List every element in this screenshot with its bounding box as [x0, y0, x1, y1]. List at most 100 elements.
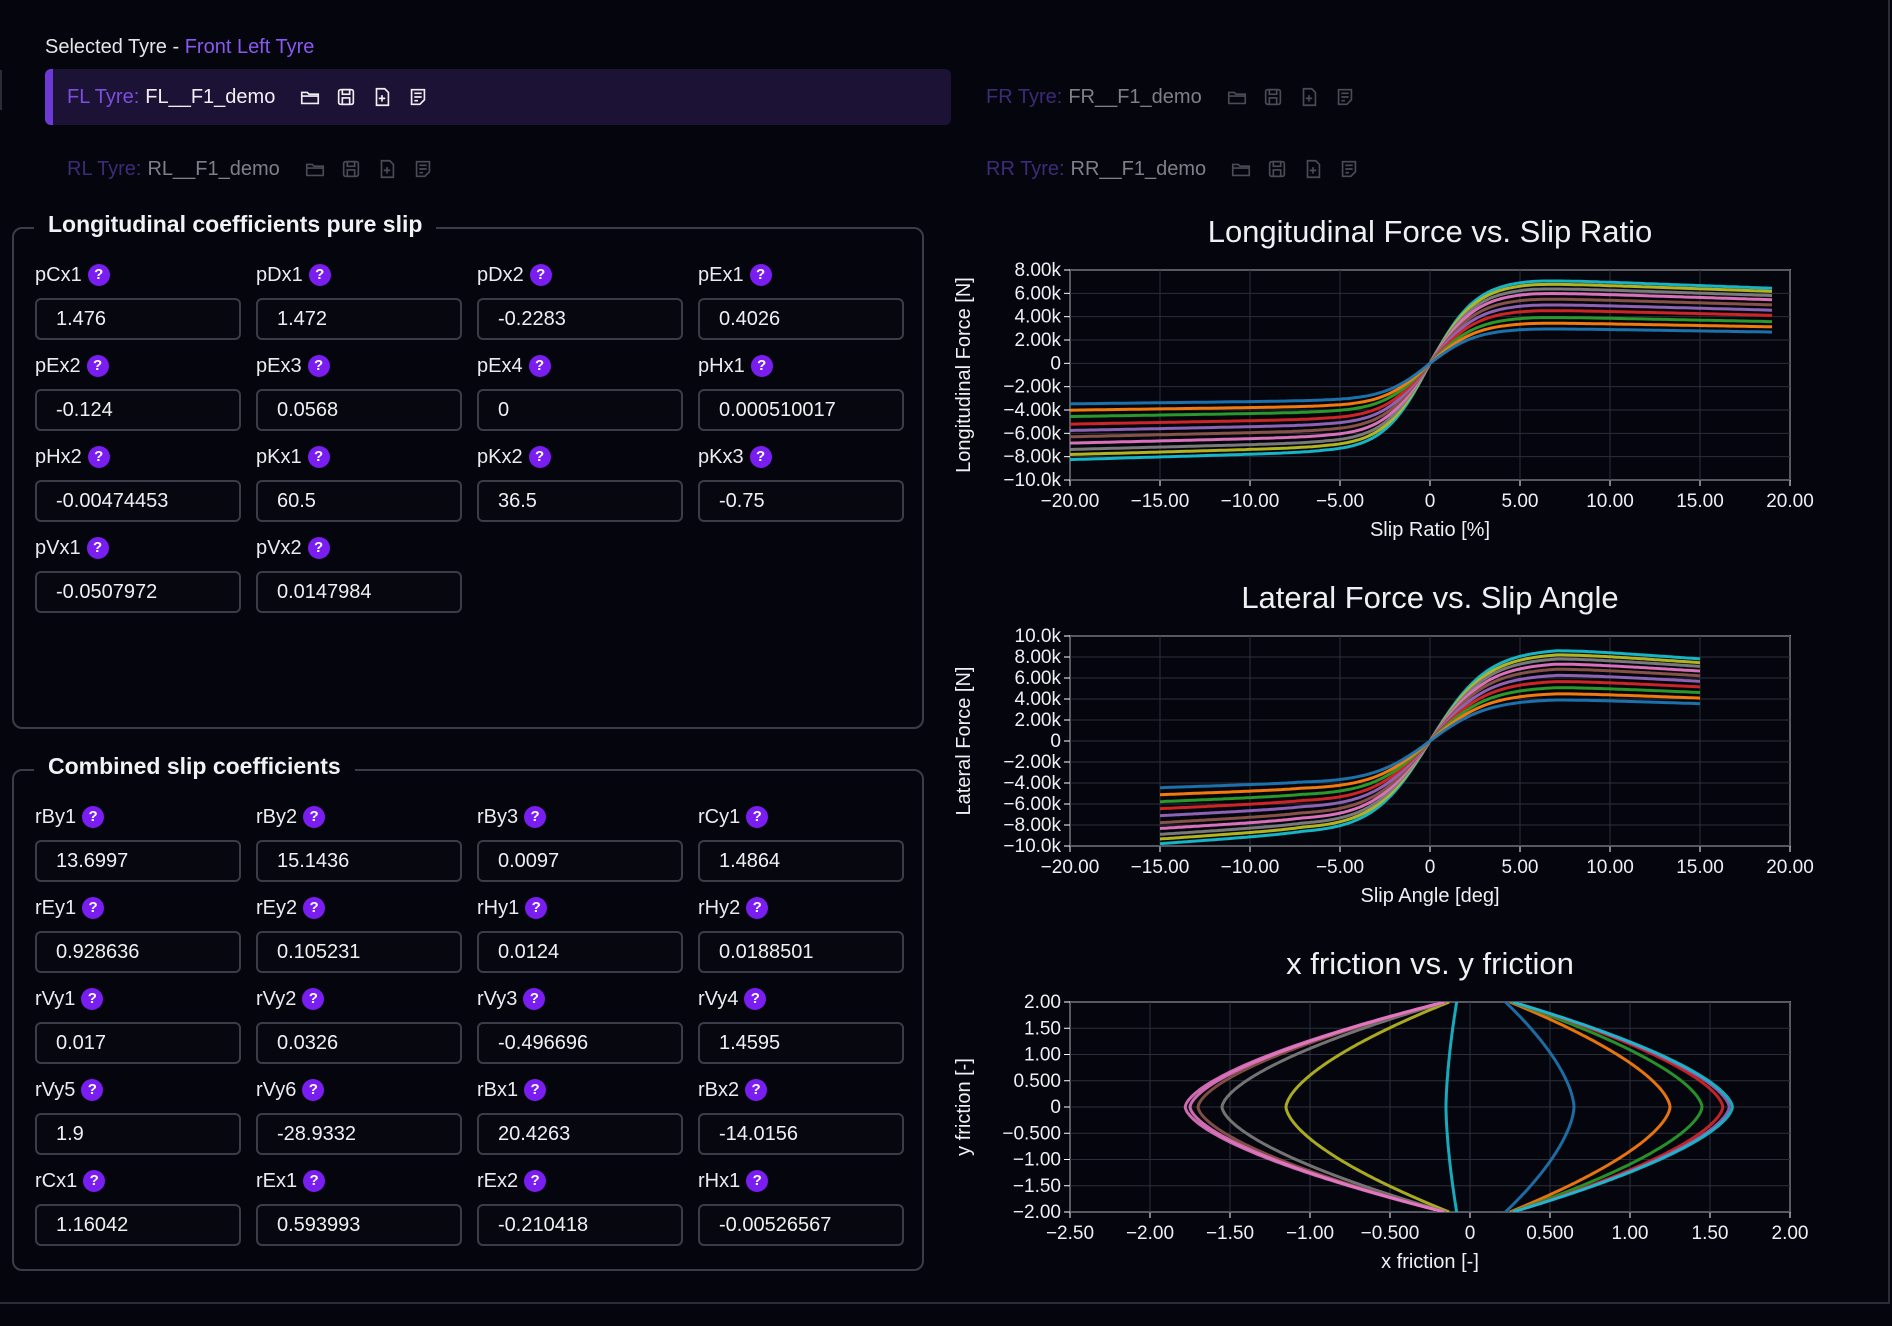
help-icon[interactable]: ?	[302, 988, 325, 1010]
coefficient-input[interactable]: 0.0097	[477, 840, 683, 882]
coefficient-input[interactable]: 0.0188501	[698, 931, 904, 973]
help-icon[interactable]: ?	[86, 355, 109, 377]
help-icon[interactable]: ?	[749, 446, 772, 468]
help-icon[interactable]: ?	[524, 1170, 547, 1192]
help-icon[interactable]: ?	[82, 806, 105, 828]
help-icon[interactable]: ?	[746, 897, 769, 919]
help-icon[interactable]: ?	[749, 264, 772, 286]
notes-icon[interactable]	[407, 86, 429, 108]
coefficient-field: rBy2? 15.1436	[256, 804, 462, 882]
new-file-icon[interactable]	[376, 158, 398, 180]
help-icon[interactable]: ?	[302, 1079, 325, 1101]
coefficient-field: rVy1? 0.017	[35, 986, 241, 1064]
help-icon[interactable]: ?	[523, 988, 546, 1010]
help-icon[interactable]: ?	[307, 355, 330, 377]
coefficient-input[interactable]: 13.6997	[35, 840, 241, 882]
coefficient-input[interactable]: 1.9	[35, 1113, 241, 1155]
tyre-row-fl[interactable]: FL Tyre: FL__F1_demo	[45, 69, 951, 125]
help-icon[interactable]: ?	[528, 355, 551, 377]
help-icon[interactable]: ?	[307, 537, 330, 559]
help-icon[interactable]: ?	[303, 897, 326, 919]
help-icon[interactable]: ?	[303, 806, 326, 828]
coefficient-input[interactable]: 0.0326	[256, 1022, 462, 1064]
open-folder-icon[interactable]	[1230, 158, 1252, 180]
save-icon[interactable]	[1266, 158, 1288, 180]
new-file-icon[interactable]	[1302, 158, 1324, 180]
help-icon[interactable]: ?	[746, 1170, 769, 1192]
notes-icon[interactable]	[1334, 86, 1356, 108]
help-icon[interactable]: ?	[525, 897, 548, 919]
coefficient-input[interactable]: 0.0568	[256, 389, 462, 431]
tyre-row-rl[interactable]: RL Tyre: RL__F1_demo	[67, 141, 434, 197]
coefficient-input[interactable]: 15.1436	[256, 840, 462, 882]
coefficient-input[interactable]: -0.00526567	[698, 1204, 904, 1246]
coefficient-name: pVx1	[35, 536, 81, 559]
help-icon[interactable]: ?	[524, 806, 547, 828]
coefficient-input[interactable]: 0.000510017	[698, 389, 904, 431]
help-icon[interactable]: ?	[528, 446, 551, 468]
coefficient-input[interactable]: 1.16042	[35, 1204, 241, 1246]
notes-icon[interactable]	[1338, 158, 1360, 180]
help-icon[interactable]: ?	[87, 446, 110, 468]
coefficient-input[interactable]: 1.476	[35, 298, 241, 340]
tyre-row-fr[interactable]: FR Tyre: FR__F1_demo	[986, 69, 1356, 125]
coefficient-input[interactable]: -0.00474453	[35, 480, 241, 522]
help-icon[interactable]: ?	[86, 537, 109, 559]
y-tick-label: −2.00	[1013, 1202, 1061, 1223]
coefficient-input[interactable]: 0.0124	[477, 931, 683, 973]
help-icon[interactable]: ?	[303, 1170, 326, 1192]
coefficient-input[interactable]: 0.593993	[256, 1204, 462, 1246]
save-icon[interactable]	[1262, 86, 1284, 108]
new-file-icon[interactable]	[1298, 86, 1320, 108]
coefficient-input[interactable]: 0.928636	[35, 931, 241, 973]
help-icon[interactable]: ?	[750, 355, 773, 377]
help-icon[interactable]: ?	[745, 1079, 768, 1101]
help-icon[interactable]: ?	[83, 1170, 106, 1192]
coefficient-input[interactable]: 1.472	[256, 298, 462, 340]
help-icon[interactable]: ?	[308, 264, 331, 286]
y-tick-label: 1.50	[1024, 1018, 1061, 1039]
save-icon[interactable]	[335, 86, 357, 108]
coefficient-input[interactable]: 20.4263	[477, 1113, 683, 1155]
coefficient-input[interactable]: 0.4026	[698, 298, 904, 340]
coefficient-input[interactable]: 0.105231	[256, 931, 462, 973]
coefficient-input[interactable]: -28.9332	[256, 1113, 462, 1155]
coefficient-input[interactable]: -0.496696	[477, 1022, 683, 1064]
coefficient-input[interactable]: 0	[477, 389, 683, 431]
save-icon[interactable]	[340, 158, 362, 180]
coefficient-input[interactable]: -14.0156	[698, 1113, 904, 1155]
open-folder-icon[interactable]	[304, 158, 326, 180]
coefficient-input[interactable]: -0.124	[35, 389, 241, 431]
help-icon[interactable]: ?	[744, 988, 767, 1010]
coefficient-input[interactable]: 0.017	[35, 1022, 241, 1064]
tyre-value-fl: FL__F1_demo	[145, 85, 276, 108]
help-icon[interactable]: ?	[87, 264, 110, 286]
open-folder-icon[interactable]	[1226, 86, 1248, 108]
coefficient-field: rVy2? 0.0326	[256, 986, 462, 1064]
help-icon[interactable]: ?	[82, 897, 105, 919]
coefficient-input[interactable]: -0.2283	[477, 298, 683, 340]
help-icon[interactable]: ?	[81, 1079, 104, 1101]
coefficient-input[interactable]: 36.5	[477, 480, 683, 522]
coefficient-input[interactable]: -0.0507972	[35, 571, 241, 613]
help-icon[interactable]: ?	[307, 446, 330, 468]
notes-icon[interactable]	[412, 158, 434, 180]
help-icon[interactable]: ?	[529, 264, 552, 286]
coefficient-field: pEx1? 0.4026	[698, 262, 904, 340]
coefficient-name: rEx1	[256, 1169, 298, 1192]
new-file-icon[interactable]	[371, 86, 393, 108]
coefficient-input[interactable]: 1.4864	[698, 840, 904, 882]
tyre-row-rr[interactable]: RR Tyre: RR__F1_demo	[986, 141, 1360, 197]
coefficient-input[interactable]: 60.5	[256, 480, 462, 522]
coefficient-label: rVy2?	[256, 986, 462, 1012]
coefficient-name: rCx1	[35, 1169, 78, 1192]
coefficient-input[interactable]: -0.75	[698, 480, 904, 522]
coefficient-label: rVy3?	[477, 986, 683, 1012]
coefficient-input[interactable]: 1.4595	[698, 1022, 904, 1064]
help-icon[interactable]: ?	[524, 1079, 547, 1101]
coefficient-input[interactable]: -0.210418	[477, 1204, 683, 1246]
coefficient-input[interactable]: 0.0147984	[256, 571, 462, 613]
help-icon[interactable]: ?	[746, 806, 769, 828]
open-folder-icon[interactable]	[299, 86, 321, 108]
help-icon[interactable]: ?	[81, 988, 104, 1010]
